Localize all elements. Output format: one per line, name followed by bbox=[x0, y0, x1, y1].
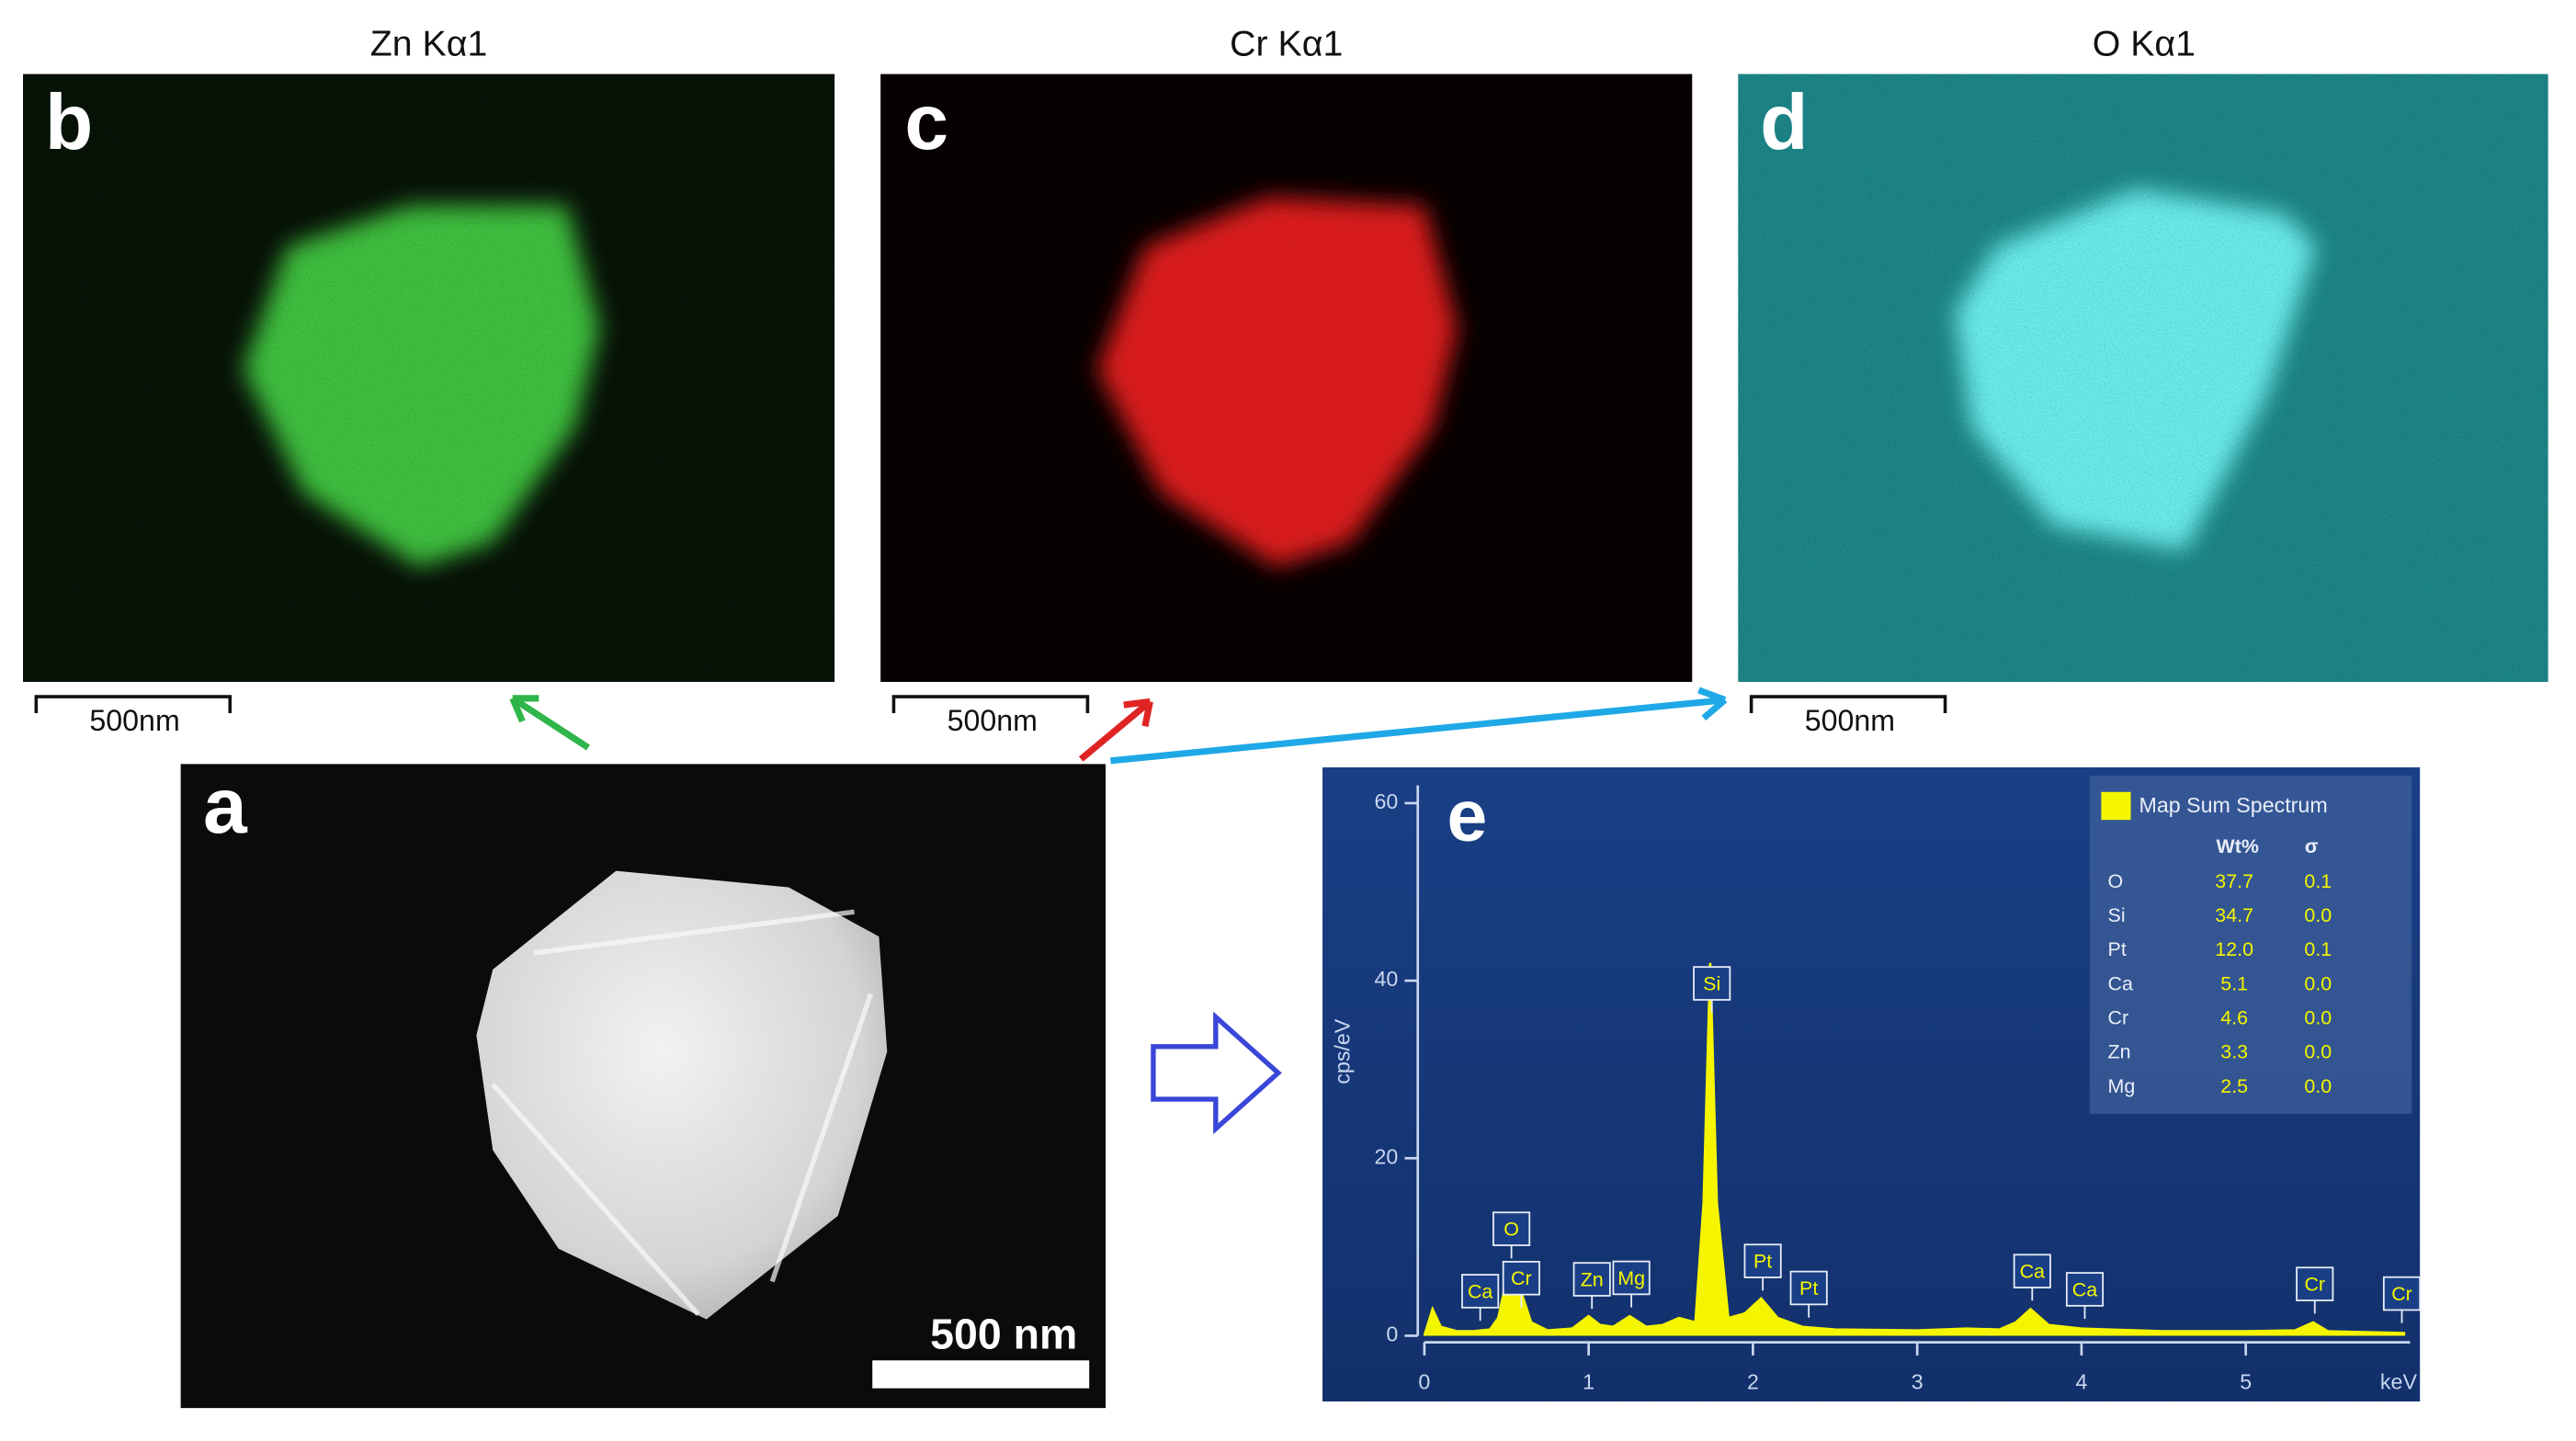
peak-label: O bbox=[1504, 1219, 1519, 1241]
crystal-edges bbox=[491, 909, 873, 1317]
table-value: 0.1 bbox=[2304, 938, 2332, 960]
table-element: O bbox=[2108, 870, 2124, 892]
peak-box bbox=[1502, 1261, 1540, 1296]
panel-letter: b bbox=[45, 78, 93, 166]
table-value: 0.0 bbox=[2304, 904, 2332, 926]
scale-bar bbox=[872, 1360, 1090, 1389]
table-element: Cr bbox=[2108, 1006, 2129, 1028]
peak-label: Mg bbox=[1617, 1267, 1645, 1289]
map-noise bbox=[1738, 74, 2548, 682]
map-noise bbox=[880, 74, 1693, 682]
peak-label: Ca bbox=[2072, 1278, 2097, 1300]
peak-box bbox=[2382, 1276, 2422, 1311]
table-value: 34.7 bbox=[2215, 904, 2253, 926]
y-tick-label: 40 bbox=[1374, 967, 1398, 991]
table-header: Wt% bbox=[2217, 835, 2259, 857]
x-tick-label: 3 bbox=[1912, 1369, 1923, 1393]
peak-box bbox=[1789, 1270, 1828, 1306]
table-element: Pt bbox=[2108, 938, 2127, 960]
peak-label: Cr bbox=[2304, 1274, 2325, 1296]
crystal bbox=[476, 870, 888, 1320]
panel-letter: a bbox=[203, 762, 248, 850]
peak-box bbox=[2296, 1266, 2334, 1301]
x-tick-label: 1 bbox=[1583, 1369, 1594, 1393]
table-element: Zn bbox=[2108, 1041, 2131, 1063]
scale-bar bbox=[891, 695, 1090, 713]
legend-title: Map Sum Spectrum bbox=[2139, 793, 2327, 817]
table-value: 5.1 bbox=[2220, 972, 2248, 994]
panel-title: Zn Kα1 bbox=[370, 24, 488, 64]
peak-box bbox=[1693, 966, 1731, 1001]
scale-bar-label: 500nm bbox=[89, 704, 179, 737]
x-tick-label: 0 bbox=[1418, 1369, 1430, 1393]
table-value: 0.1 bbox=[2304, 870, 2332, 892]
scale-bar-label: 500nm bbox=[948, 704, 1038, 737]
table-header: σ bbox=[2305, 835, 2319, 857]
peak-label: Si bbox=[1703, 973, 1720, 995]
table-value: 3.3 bbox=[2220, 1041, 2248, 1063]
y-tick-label: 0 bbox=[1386, 1322, 1398, 1346]
table-value: 0.0 bbox=[2304, 1006, 2332, 1028]
peak-label: Pt bbox=[1799, 1277, 1818, 1299]
x-tick-label: 4 bbox=[2075, 1369, 2087, 1393]
panel-title: O Kα1 bbox=[2093, 24, 2196, 64]
table-value: 2.5 bbox=[2220, 1075, 2248, 1097]
scale-bar bbox=[34, 695, 233, 713]
arrows bbox=[509, 686, 1728, 765]
peak-box bbox=[1492, 1211, 1531, 1246]
table-element: Ca bbox=[2108, 972, 2133, 994]
x-tick-label: 5 bbox=[2240, 1369, 2252, 1393]
peak-box bbox=[1612, 1260, 1651, 1296]
x-tick-label: 2 bbox=[1747, 1369, 1759, 1393]
hollow-arrow bbox=[1151, 1011, 1282, 1135]
peak-label: Pt bbox=[1753, 1251, 1772, 1273]
peak-label: Cr bbox=[2391, 1283, 2412, 1305]
peak-label: Ca bbox=[2020, 1261, 2045, 1283]
scale-bar-label: 500nm bbox=[1805, 704, 1895, 737]
panel-title: Cr Kα1 bbox=[1230, 24, 1343, 64]
y-axis-label: cps/eV bbox=[1330, 1018, 1354, 1084]
peak-box bbox=[2013, 1254, 2051, 1288]
y-tick-label: 20 bbox=[1374, 1144, 1398, 1168]
table-value: 12.0 bbox=[2215, 938, 2253, 960]
map-noise bbox=[23, 74, 835, 682]
peak-box bbox=[1461, 1274, 1500, 1309]
peak-label: Cr bbox=[1511, 1267, 1532, 1289]
peak-box bbox=[1572, 1262, 1611, 1297]
x-axis-label: keV bbox=[2380, 1369, 2418, 1393]
legend-box bbox=[2089, 775, 2412, 1115]
table-element: Si bbox=[2108, 904, 2126, 926]
peak-box bbox=[2065, 1272, 2105, 1307]
panel-letter: e bbox=[1447, 776, 1487, 857]
peak-label: Zn bbox=[1581, 1269, 1604, 1291]
table-value: 0.0 bbox=[2304, 1075, 2332, 1097]
scale-bar-label: 500 nm bbox=[930, 1311, 1077, 1358]
table-value: 37.7 bbox=[2215, 870, 2253, 892]
scale-bar bbox=[1749, 695, 1947, 713]
table-value: 4.6 bbox=[2220, 1006, 2248, 1028]
peak-box bbox=[1743, 1243, 1782, 1278]
table-value: 0.0 bbox=[2304, 1041, 2332, 1063]
panel-letter: d bbox=[1760, 78, 1808, 166]
peak-label: Ca bbox=[1468, 1280, 1492, 1302]
legend-swatch bbox=[2101, 791, 2131, 821]
y-tick-label: 60 bbox=[1374, 789, 1398, 813]
table-element: Mg bbox=[2108, 1075, 2136, 1097]
table-value: 0.0 bbox=[2304, 972, 2332, 994]
panel-letter: c bbox=[904, 78, 948, 166]
